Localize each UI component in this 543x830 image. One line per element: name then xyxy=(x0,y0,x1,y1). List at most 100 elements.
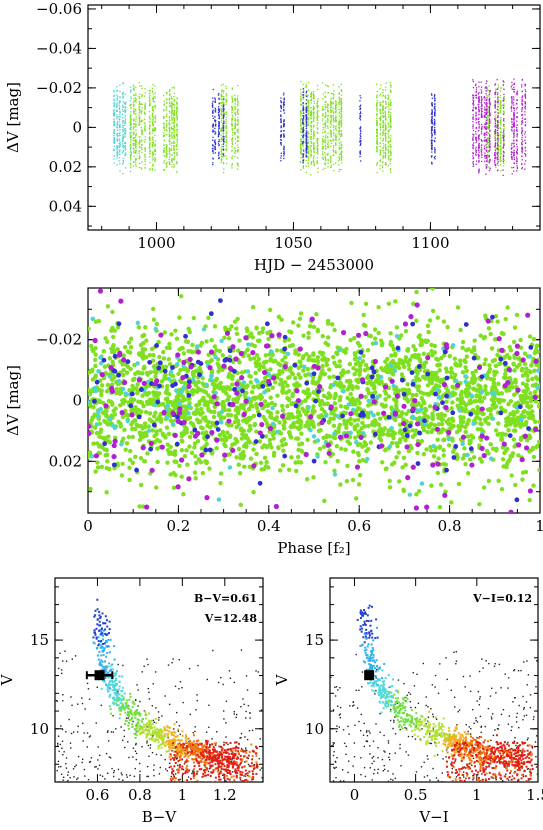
lc-point-magenta xyxy=(472,79,474,81)
lc-point-green xyxy=(388,111,390,113)
lc-point-magenta xyxy=(511,118,513,121)
lc-point-green xyxy=(148,121,151,123)
lc-point-green xyxy=(307,151,309,153)
lc-point-green xyxy=(171,127,173,130)
lc-point-magenta xyxy=(472,156,475,159)
lc-point-green xyxy=(173,165,175,167)
lc-point-cyan xyxy=(130,89,132,91)
lc-point-green xyxy=(152,96,155,98)
lc-point-green xyxy=(330,158,332,161)
lc-point-magenta xyxy=(478,157,480,159)
lc-point-green xyxy=(151,91,154,93)
lc-point-green xyxy=(324,131,326,134)
lc-point-blue xyxy=(280,155,282,157)
lc-point-green xyxy=(324,167,326,169)
lc-point-green xyxy=(149,131,151,133)
lc-point-green xyxy=(497,146,500,148)
lc-point-green xyxy=(382,165,384,167)
lc-point-cyan xyxy=(113,103,115,105)
lc-point-green xyxy=(338,92,341,94)
lc-point-green xyxy=(132,101,135,104)
lc-point-green xyxy=(237,120,239,122)
lc-point-blue xyxy=(359,150,362,152)
lc-point-green xyxy=(168,99,171,101)
lc-point-green xyxy=(387,145,389,147)
lc-point-green xyxy=(170,107,173,109)
lc-point-green xyxy=(148,100,150,103)
phase-point-green xyxy=(372,327,378,332)
phase-point-green xyxy=(167,451,172,457)
lc-point-magenta xyxy=(521,84,523,86)
lc-point-green xyxy=(130,114,132,116)
lc-point-green xyxy=(176,143,178,145)
lc-point-magenta xyxy=(475,84,477,87)
lc-point-green xyxy=(168,97,171,99)
lc-point-blue xyxy=(283,97,285,99)
lc-point-green xyxy=(376,139,378,141)
lc-point-green xyxy=(173,86,175,88)
lc-point-green xyxy=(330,117,332,119)
lc-point-cyan xyxy=(117,95,119,98)
lc-point-green xyxy=(503,127,505,130)
lc-point-blue xyxy=(305,155,307,157)
lc-point-cyan xyxy=(122,82,125,84)
lc-point-cyan xyxy=(121,92,124,94)
lc-point-green xyxy=(389,121,392,124)
lc-point-blue xyxy=(359,115,361,117)
lc-point-green xyxy=(237,119,239,121)
lc-point-cyan xyxy=(116,123,119,125)
phase-point-green xyxy=(435,315,440,320)
lc-point-green xyxy=(166,124,168,126)
lc-point-cyan xyxy=(119,113,121,116)
lc-point-green xyxy=(486,103,488,105)
lc-point-green xyxy=(221,143,223,146)
lc-point-green xyxy=(151,156,154,158)
lc-point-green xyxy=(171,166,173,168)
lc-point-green xyxy=(322,118,324,120)
lc-point-green xyxy=(329,129,332,131)
lc-point-blue xyxy=(218,130,220,133)
lc-point-green xyxy=(171,120,173,122)
lc-point-blue xyxy=(359,105,361,107)
lc-point-green xyxy=(149,92,151,95)
lc-point-green xyxy=(300,103,302,106)
lc-point-green xyxy=(173,112,176,115)
lc-point-green xyxy=(173,142,175,144)
lc-point-magenta xyxy=(488,154,490,157)
phase-point-green xyxy=(481,485,487,490)
lc-point-cyan xyxy=(113,158,115,160)
lc-point-green xyxy=(384,146,387,149)
lc-point-green xyxy=(225,94,228,96)
lc-point-green xyxy=(387,133,389,135)
lc-point-green xyxy=(389,120,391,122)
lc-point-green xyxy=(317,119,319,121)
lc-point-green xyxy=(163,129,166,131)
lc-point-green xyxy=(341,144,343,147)
lc-point-green xyxy=(390,154,392,157)
lc-point-green xyxy=(330,160,332,162)
lc-point-cyan xyxy=(113,89,115,92)
lc-point-blue xyxy=(218,144,220,146)
lc-point-green xyxy=(376,162,378,164)
phase-ylabel: ΔV [mag] xyxy=(4,365,22,436)
lc-point-green xyxy=(382,125,384,127)
lightcurve-axes: 1000 1050 1100−0.06−0.04−0.0200.020.04HJD … xyxy=(4,0,541,274)
lc-point-magenta xyxy=(521,120,523,123)
lc-point-green xyxy=(390,91,392,94)
lc-point-cyan xyxy=(124,106,127,108)
lc-point-green xyxy=(220,151,222,153)
lc-point-green xyxy=(135,120,137,123)
lc-point-green xyxy=(382,106,384,108)
lc-point-green xyxy=(495,147,497,150)
lc-point-blue xyxy=(280,105,282,108)
lc-point-green xyxy=(310,174,312,176)
lc-point-green xyxy=(173,129,176,132)
lc-point-blue xyxy=(359,116,362,118)
lc-point-magenta xyxy=(485,80,488,82)
lc-point-green xyxy=(163,124,165,126)
lc-point-cyan xyxy=(124,120,127,122)
lc-point-blue xyxy=(431,109,433,111)
lc-point-blue xyxy=(303,129,305,131)
lc-point-blue xyxy=(280,104,282,107)
lc-point-green xyxy=(170,147,173,149)
